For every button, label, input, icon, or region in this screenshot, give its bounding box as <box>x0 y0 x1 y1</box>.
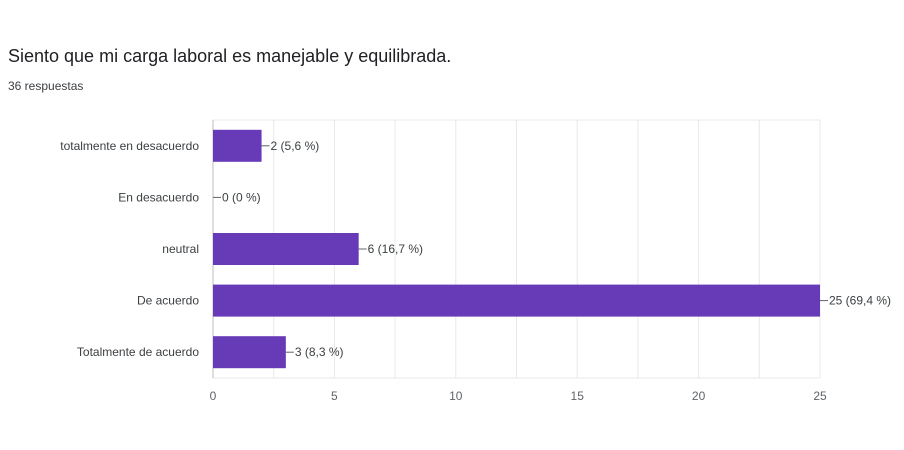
data-label: 3 (8,3 %) <box>295 345 344 359</box>
x-tick-label: 20 <box>692 389 706 403</box>
x-tick-label: 10 <box>449 389 463 403</box>
bar[interactable] <box>213 284 820 317</box>
x-tick-label: 25 <box>813 389 827 403</box>
bar[interactable] <box>213 233 359 265</box>
labels: 0 5 10 15 20 25 totalmente en desacuerdo 2 (5,6… <box>60 139 891 403</box>
data-label: 0 (0 %) <box>222 190 261 204</box>
chart-title: Siento que mi carga laboral es manejable… <box>8 46 452 66</box>
data-label: 25 (69,4 %) <box>829 294 891 308</box>
category-label: En desacuerdo <box>118 190 199 204</box>
data-label: 6 (16,7 %) <box>368 242 423 256</box>
data-label: 2 (5,6 %) <box>271 139 320 153</box>
response-count: 36 respuestas <box>8 79 84 93</box>
bar[interactable] <box>213 336 286 369</box>
bars <box>213 129 820 369</box>
grid-lines <box>212 119 821 379</box>
category-label: totalmente en desacuerdo <box>60 139 199 153</box>
x-tick-label: 15 <box>571 389 585 403</box>
category-label: De acuerdo <box>137 294 199 308</box>
category-label: neutral <box>162 242 199 256</box>
x-tick-label: 5 <box>331 389 338 403</box>
x-tick-label: 0 <box>210 389 217 403</box>
category-label: Totalmente de acuerdo <box>77 345 199 359</box>
bar[interactable] <box>213 129 262 162</box>
